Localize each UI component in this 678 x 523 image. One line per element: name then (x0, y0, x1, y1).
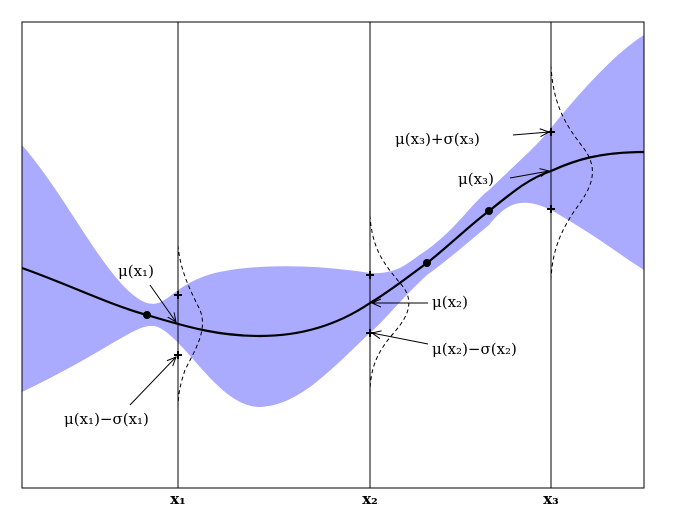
observation (423, 259, 431, 267)
sigma-markers (174, 128, 555, 359)
gaussian (550, 64, 593, 281)
frame (21, 21, 645, 489)
observation (143, 311, 151, 319)
annotation: μ(x₂) (432, 293, 468, 311)
plus-markers (174, 128, 555, 359)
observation (485, 207, 493, 215)
annotation: μ(x₁) (118, 262, 154, 280)
annotation: μ(x₁)−σ(x₁) (64, 410, 149, 428)
gaussians (177, 64, 593, 411)
axis-label: x₁ (170, 490, 186, 508)
arrow (512, 132, 549, 135)
axis-label: x₂ (362, 490, 378, 508)
arrow (149, 284, 176, 322)
arrow (509, 171, 549, 179)
observations (143, 207, 493, 319)
annotation: μ(x₃)+σ(x₃) (395, 130, 480, 148)
arrow (129, 357, 176, 406)
axis-label: x₃ (543, 490, 559, 508)
annotation: μ(x₃) (458, 170, 494, 188)
sample-lines (177, 22, 552, 488)
arrows (129, 132, 549, 406)
arrow (372, 333, 429, 345)
annotation: μ(x₂)−σ(x₂) (432, 340, 517, 358)
